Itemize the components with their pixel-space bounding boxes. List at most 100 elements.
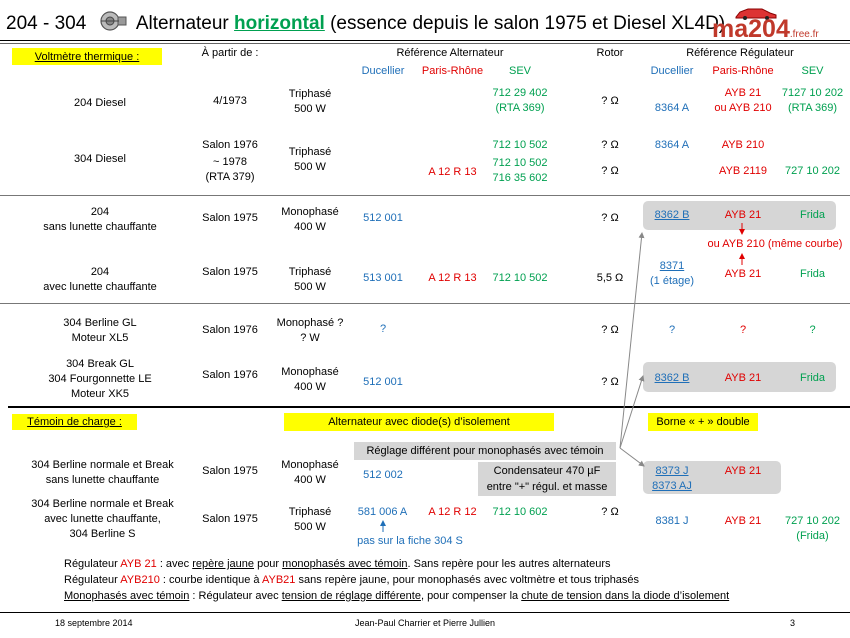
header-a-partir: À partir de :	[201, 47, 259, 59]
r1-rsev1: 7127 10 202	[781, 87, 844, 99]
r8-rduc: 8381 J	[655, 515, 689, 527]
r3-rduc[interactable]: 8362 B	[654, 209, 690, 221]
r3-rotor: ? Ω	[601, 212, 619, 224]
alt-diode-highlight	[284, 413, 554, 431]
logo-suffix: .free.fr	[789, 29, 819, 40]
r1-rpr1: AYB 21	[724, 87, 762, 99]
r6-type1: Monophasé	[281, 366, 339, 378]
r6-rsev: Frida	[799, 372, 826, 384]
note2-part-c: : courbe identique à	[159, 574, 262, 586]
footer-divider	[0, 612, 850, 613]
r5-date: Salon 1976	[202, 324, 258, 336]
r1-model: 204 Diesel	[74, 97, 126, 109]
voltmetre-label: Voltmètre thermique :	[34, 51, 140, 63]
condensateur-box	[478, 462, 616, 496]
r8-date: Salon 1975	[202, 513, 258, 525]
r5-rotor: ? Ω	[601, 324, 619, 336]
r5-rpr: ?	[739, 324, 747, 336]
r2-sevb2: 716 35 602	[492, 172, 548, 184]
header-reg-sev: SEV	[801, 65, 824, 77]
r4-type2: 500 W	[294, 281, 326, 293]
r1-type2: 500 W	[294, 103, 326, 115]
note2-part-a: Régulateur	[64, 574, 121, 586]
footer-authors: Jean-Paul Charrier et Pierre Jullien	[354, 618, 496, 628]
grey-arrow-to-r3	[619, 232, 645, 449]
r3-model2: sans lunette chauffante	[43, 221, 157, 233]
reglage-label: Réglage différent pour monophasés avec t…	[366, 445, 604, 457]
r8-type2: 500 W	[294, 521, 326, 533]
r6-regulator-box	[643, 362, 836, 392]
note1-part-a: Régulateur	[64, 558, 121, 570]
r2-rotorb: ? Ω	[601, 165, 619, 177]
r3-note: ou AYB 210 (même courbe)	[707, 238, 843, 250]
note2-part-d: AYB21	[261, 574, 296, 586]
r7-duc: 512 002	[363, 469, 403, 481]
r5-duc: ?	[379, 323, 387, 335]
r4-type1: Triphasé	[288, 266, 332, 278]
grey-arrow-to-r6	[619, 375, 645, 449]
r4-rpr: AYB 21	[724, 268, 762, 280]
r8-type1: Triphasé	[288, 506, 332, 518]
r2-rprb: AYB 2119	[719, 165, 767, 177]
r8-rpr: AYB 21	[724, 515, 762, 527]
title-main: Alternateur	[135, 13, 235, 34]
r2-type1: Triphasé	[288, 146, 332, 158]
r8-note: pas sur la fiche 304 S	[357, 535, 463, 547]
r8-rotor: ? Ω	[601, 506, 619, 518]
r8-pr: A 12 R 12	[428, 506, 477, 518]
r6-rduc[interactable]: 8362 B	[654, 372, 690, 384]
r2-pr: A 12 R 13	[428, 166, 477, 178]
r8-sev: 712 10 602	[492, 506, 548, 518]
r4-sev: 712 10 502	[492, 272, 548, 284]
title-divider	[0, 40, 850, 41]
note3-part-e: chute de tension dans la diode d’isoleme…	[521, 590, 730, 602]
r7-type2: 400 W	[294, 474, 326, 486]
header-reg-paris-rhone: Paris-Rhône	[712, 65, 774, 77]
r7-rduc1[interactable]: 8373 J	[655, 465, 689, 477]
r4-date: Salon 1975	[202, 266, 258, 278]
r6-type2: 400 W	[294, 381, 326, 393]
r2-rotora: ? Ω	[601, 139, 619, 151]
r2-sevb1: 712 10 502	[492, 157, 548, 169]
voltmetre-highlight	[12, 48, 162, 65]
section-divider	[8, 406, 850, 408]
r8-duc: 581 006 A	[357, 506, 408, 518]
r1-rsev2: (RTA 369)	[787, 102, 838, 114]
r2-seva: 712 10 502	[492, 139, 548, 151]
car-icon	[734, 7, 778, 25]
r4-rduc1[interactable]: 8371	[659, 260, 685, 272]
header-ducellier: Ducellier	[361, 65, 405, 77]
note-1: Régulateur AYB 21 : avec repère jaune po…	[64, 557, 611, 571]
r4-model2: avec lunette chauffante	[43, 281, 157, 293]
r7-rduc2[interactable]: 8373 AJ	[652, 480, 692, 492]
r2-date2: ~ 1978	[213, 156, 247, 168]
temoin-highlight	[12, 414, 137, 430]
title-highlight: horizontal	[234, 13, 325, 34]
row-divider-2	[0, 303, 850, 304]
r1-sev1: 712 29 402	[492, 87, 548, 99]
r7-rpr: AYB 21	[724, 465, 762, 477]
r4-rsev: Frida	[799, 268, 826, 280]
r6-rotor: ? Ω	[601, 376, 619, 388]
r5-type1: Monophasé ?	[276, 317, 344, 329]
note-2: Régulateur AYB210 : courbe identique à A…	[64, 573, 639, 587]
r6-date: Salon 1976	[202, 369, 258, 381]
note2-part-e: sans repère jaune, pour monophasés avec …	[295, 574, 640, 586]
note3-part-b: : Régulateur avec	[189, 590, 282, 602]
header-rotor: Rotor	[596, 47, 624, 59]
r8-rsev2: (Frida)	[796, 530, 829, 542]
note1-part-c: : avec	[156, 558, 193, 570]
r6-model2: 304 Fourgonnette LE	[48, 373, 152, 385]
r7-date: Salon 1975	[202, 465, 258, 477]
title-prefix: 204 - 304	[6, 13, 87, 34]
header-sev: SEV	[508, 65, 531, 77]
r5-rduc: ?	[668, 324, 676, 336]
borne-label: Borne « + » double	[656, 416, 750, 428]
r2-date1: Salon 1976	[202, 139, 258, 151]
note3-part-a: Monophasés avec témoin	[64, 590, 190, 602]
title-divider-2	[0, 43, 850, 44]
r3-rpr: AYB 21	[724, 209, 762, 221]
r5-type2: ? W	[300, 332, 320, 344]
temoin-label: Témoin de charge :	[27, 416, 122, 428]
